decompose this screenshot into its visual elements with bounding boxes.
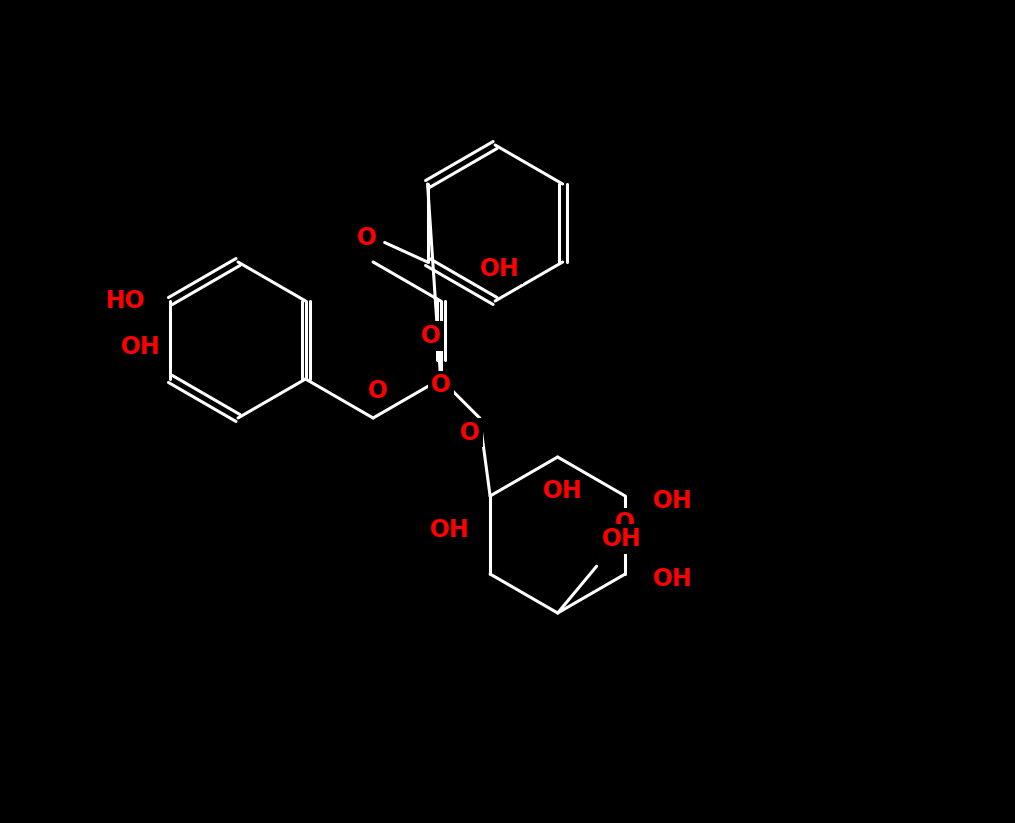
Text: OH: OH	[543, 479, 583, 503]
Text: O: O	[368, 379, 388, 403]
Text: HO: HO	[106, 289, 145, 313]
Text: O: O	[356, 226, 377, 249]
Text: O: O	[615, 511, 635, 535]
Text: O: O	[461, 421, 480, 444]
Text: OH: OH	[430, 518, 470, 542]
Text: OH: OH	[654, 567, 693, 591]
Text: OH: OH	[121, 335, 160, 359]
Text: O: O	[420, 324, 441, 348]
Text: OH: OH	[602, 528, 641, 551]
Text: OH: OH	[480, 257, 520, 281]
Text: O: O	[430, 374, 451, 398]
Text: OH: OH	[654, 489, 693, 513]
